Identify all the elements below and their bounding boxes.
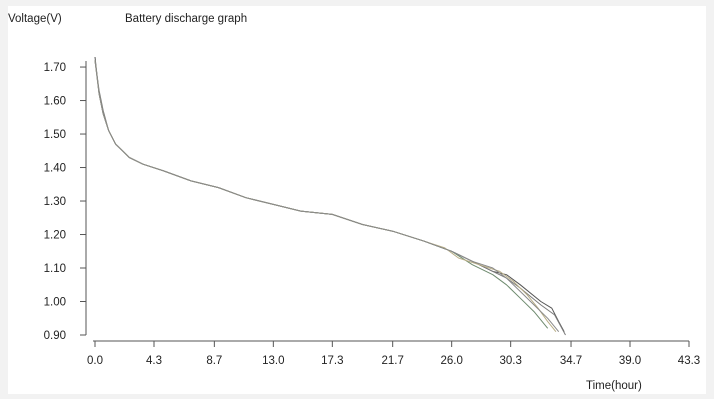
x-tick-label: 17.3 (321, 355, 343, 367)
chart-title: Battery discharge graph (125, 13, 247, 25)
x-tick-label: 4.3 (146, 355, 162, 367)
x-tick-label: 34.7 (560, 355, 582, 367)
x-tick-label: 39.0 (619, 355, 641, 367)
y-tick-label: 1.40 (44, 163, 66, 175)
y-axis-label: Voltage(V) (8, 13, 62, 25)
y-tick-label: 1.30 (44, 196, 66, 208)
discharge-chart: Voltage(V) Battery discharge graph 0.90 1… (8, 13, 700, 392)
y-tick-label: 1.70 (44, 62, 66, 74)
series-line-2 (94, 60, 566, 336)
x-tick-label: 43.3 (678, 355, 700, 367)
x-tick-label: 26.0 (440, 355, 462, 367)
y-tick-label: 1.60 (44, 96, 66, 108)
series-lines (94, 56, 566, 336)
x-axis-ticks: 0.0 4.3 8.7 13.0 17.3 21.7 26.0 30.3 34.7 39.0 43.… (87, 341, 700, 367)
x-tick-label: 13.0 (262, 355, 284, 367)
x-axis-label: Time(hour) (586, 380, 642, 392)
x-tick-label: 21.7 (381, 355, 403, 367)
series-line-4 (94, 60, 557, 333)
x-tick-label: 30.3 (499, 355, 521, 367)
series-line-5 (94, 60, 560, 333)
x-tick-label: 0.0 (87, 355, 103, 367)
y-axis-ticks: 0.90 1.00 1.10 1.20 1.30 1.40 1.50 1.60 1.70 (44, 62, 86, 342)
y-tick-label: 1.50 (44, 129, 66, 141)
y-tick-label: 1.00 (44, 297, 66, 309)
y-tick-label: 0.90 (44, 330, 66, 342)
series-line-1 (94, 56, 565, 332)
y-tick-label: 1.20 (44, 230, 66, 242)
chart-panel: Voltage(V) Battery discharge graph 0.90 1… (8, 6, 706, 394)
x-tick-label: 8.7 (206, 355, 222, 367)
y-tick-label: 1.10 (44, 263, 66, 275)
series-line-3 (94, 60, 549, 329)
